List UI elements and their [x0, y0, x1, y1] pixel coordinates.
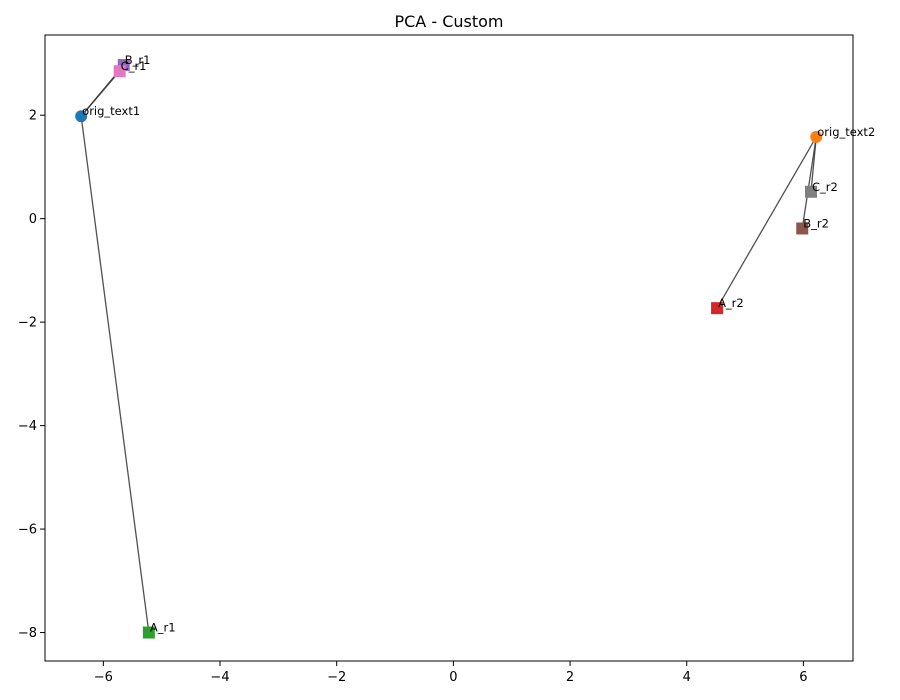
- x-tick-label: −2: [327, 670, 346, 685]
- y-tick-label: 2: [29, 109, 37, 124]
- data-points: [75, 59, 823, 639]
- y-tick-label: −2: [18, 316, 37, 331]
- data-point: [113, 65, 126, 78]
- point-label: B_r1: [125, 53, 151, 67]
- x-tick-label: 0: [449, 670, 457, 685]
- point-label: A_r2: [718, 296, 744, 310]
- y-tick-label: −8: [18, 626, 37, 641]
- data-point: [117, 59, 130, 72]
- data-point: [711, 302, 724, 315]
- point-label: A_r1: [150, 621, 176, 635]
- data-point: [142, 626, 155, 639]
- plot-area-frame: [44, 34, 854, 662]
- connection-line: [716, 136, 817, 309]
- chart-title: PCA - Custom: [394, 12, 503, 31]
- data-point: [796, 222, 809, 235]
- point-label: C_r2: [812, 180, 838, 194]
- y-tick-label: 0: [29, 212, 37, 227]
- data-point: [810, 130, 823, 143]
- x-tick-label: −4: [210, 670, 229, 685]
- point-label: orig_text1: [82, 104, 140, 118]
- connection-line: [80, 116, 150, 633]
- x-tick-label: −6: [94, 670, 113, 685]
- y-axis: −8 −6 −4 −2 0 2: [18, 109, 45, 641]
- x-axis: −6 −4 −2 0 2 4 6: [94, 661, 808, 685]
- y-tick-label: −4: [18, 419, 37, 434]
- point-label: B_r2: [803, 216, 829, 230]
- point-label: orig_text2: [817, 125, 875, 139]
- data-point: [804, 185, 817, 198]
- connection-line: [810, 136, 817, 192]
- x-tick-label: 4: [683, 670, 691, 685]
- connection-line: [80, 70, 121, 117]
- data-point: [75, 110, 88, 123]
- x-tick-label: 6: [799, 670, 807, 685]
- y-tick-label: −6: [18, 523, 37, 538]
- connection-lines: [80, 64, 817, 633]
- x-tick-label: 2: [566, 670, 574, 685]
- point-labels: orig_text1 orig_text2 A_r1 A_r2 B_r1 B_r2 C_r1…: [82, 53, 875, 635]
- connection-line: [801, 136, 817, 229]
- point-label: C_r1: [121, 59, 147, 73]
